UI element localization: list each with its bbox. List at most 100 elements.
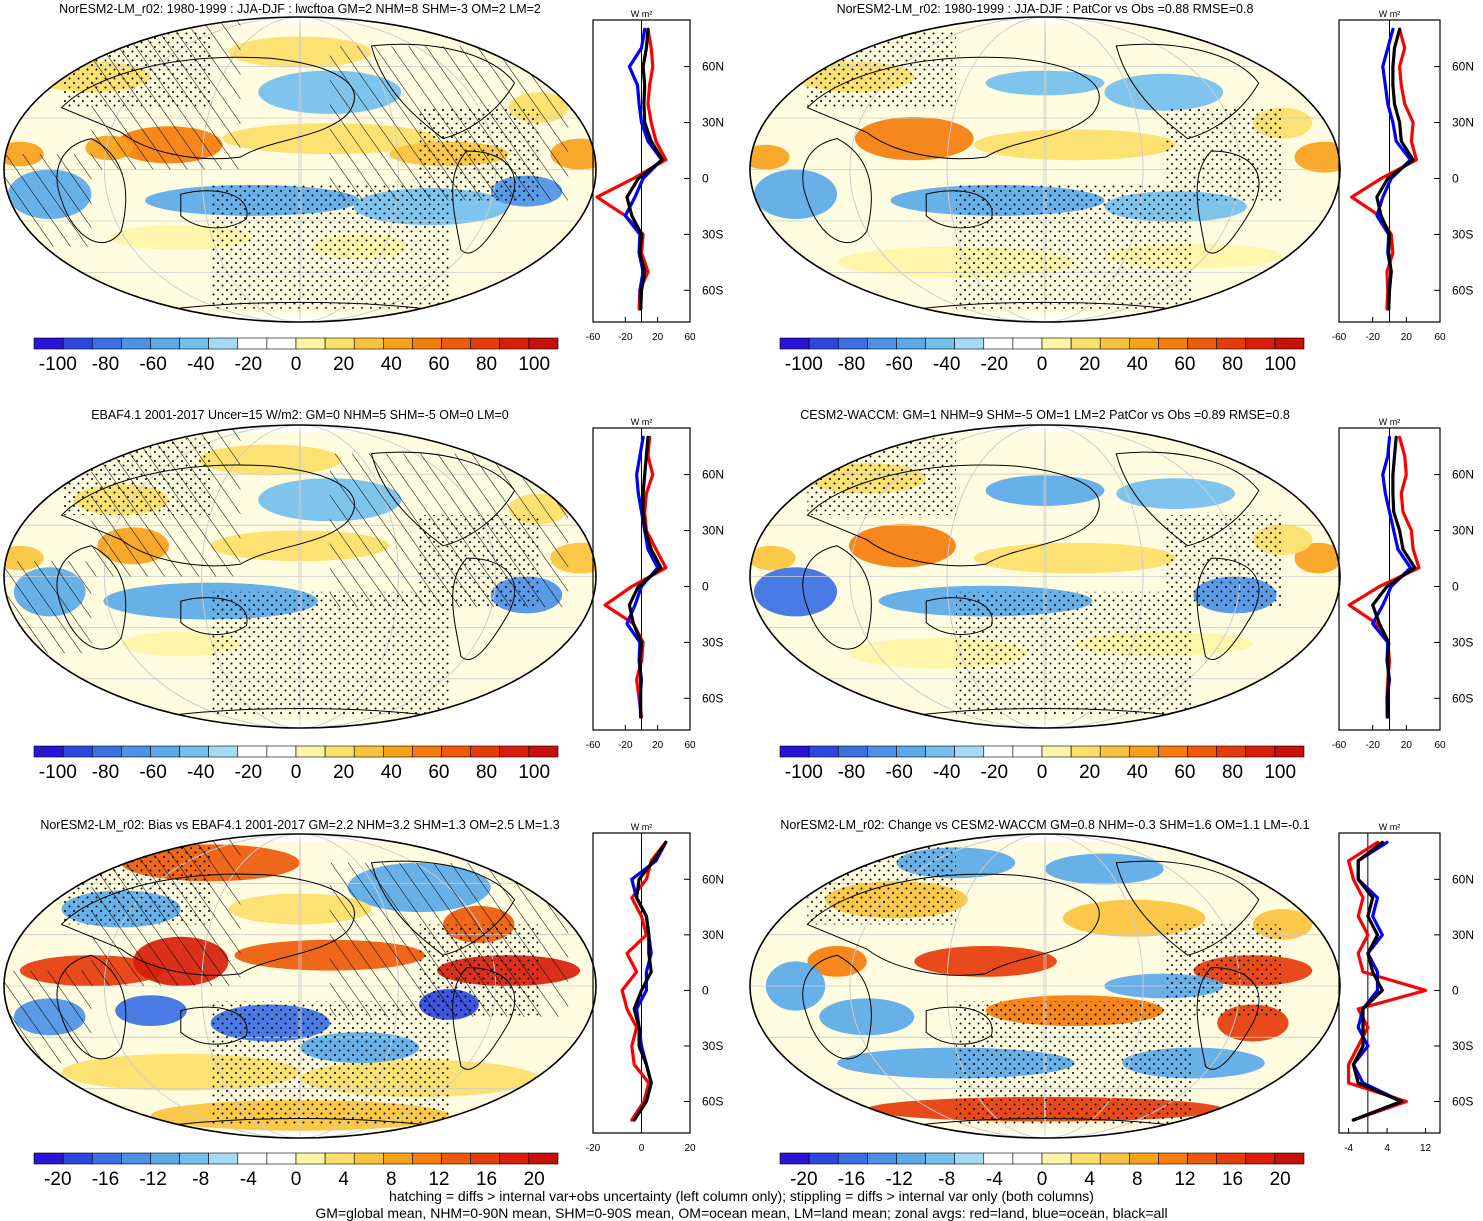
colorbar-tick-label: -20 [790, 1169, 817, 1190]
x-tick-label: -4 [1344, 1143, 1353, 1154]
colorbar-tick-label: 0 [1037, 354, 1048, 375]
colorbar-swatch [1041, 337, 1072, 350]
zonal-series-ocean [625, 435, 660, 719]
colorbar-swatch [208, 337, 239, 350]
lat-tick-label: 0 [1452, 579, 1459, 593]
colorbar-swatch [121, 745, 151, 758]
colorbar-tick-label: -60 [885, 354, 912, 375]
anomaly-region [1104, 73, 1224, 111]
colorbar-swatch [62, 1152, 93, 1165]
colorbar-swatch [324, 745, 355, 758]
colorbar-swatch [441, 745, 471, 758]
colorbar-swatch [179, 745, 209, 758]
colorbar-swatch [1041, 1152, 1072, 1165]
colorbar-swatch [896, 337, 926, 350]
map-border [749, 16, 1341, 323]
anomaly-region [985, 70, 1105, 96]
panel-bottom-left: NorESM2-LM_r02: Bias vs EBAF4.1 2001-201… [3, 818, 724, 1190]
anomaly-region [1045, 853, 1164, 885]
colorbar-swatch [121, 337, 151, 350]
colorbar-tick-label: -20 [981, 354, 1008, 375]
anomaly-region [750, 144, 790, 170]
anomaly-region [973, 542, 1176, 574]
colorbar-swatch [867, 745, 897, 758]
colorbar-tick-label: 40 [1127, 354, 1148, 375]
x-tick-label: 0 [639, 1143, 645, 1154]
colorbar-tick-label: 0 [291, 354, 302, 375]
colorbar-tick-label: -100 [39, 762, 77, 783]
colorbar-tick-label: -80 [838, 762, 865, 783]
colorbar-swatch [353, 1152, 384, 1165]
colorbar-swatch [1070, 1152, 1101, 1165]
colorbar-swatch [528, 337, 559, 350]
colorbar-swatch [1099, 745, 1130, 758]
x-tick-label: -20 [618, 332, 633, 343]
panel-middle-right: CESM2-WACCM: GM=1 NHM=9 SHM=-5 OM=1 LM=2… [749, 408, 1474, 783]
colorbar-tick-label: 0 [291, 762, 302, 783]
x-tick-label: 20 [1401, 740, 1413, 751]
colorbar-swatch [383, 1152, 413, 1165]
colorbar-swatch [808, 337, 839, 350]
colorbar-tick-label: 4 [338, 1169, 349, 1190]
zonal-unit-label: W m² [1379, 822, 1401, 832]
colorbar-swatch [1274, 337, 1305, 350]
colorbar-tick-label: 80 [476, 762, 497, 783]
colorbar-tick-label: -8 [938, 1169, 955, 1190]
colorbar-tick-label: -4 [240, 1169, 257, 1190]
colorbar-swatch [1070, 337, 1101, 350]
colorbar-swatch [324, 337, 355, 350]
anomaly-region [848, 524, 956, 568]
colorbar-swatch [470, 1152, 501, 1165]
colorbar-swatch [896, 745, 926, 758]
colorbar-swatch [1070, 745, 1101, 758]
anomaly-region [914, 945, 1057, 977]
zonal-mean-plot: W m² 60N 30N 0 30S 60S -4 4 12 [1338, 822, 1474, 1154]
map-area [750, 425, 1340, 728]
zonal-series-all [625, 27, 665, 311]
graticule-line [298, 17, 302, 322]
colorbar-tick-label: 12 [1174, 1169, 1195, 1190]
map-border [749, 424, 1341, 729]
colorbar-swatch [62, 745, 93, 758]
x-tick-label: 20 [684, 1143, 696, 1154]
colorbar-tick-label: -16 [838, 1169, 865, 1190]
colorbar-swatch [237, 745, 268, 758]
colorbar-tick-label: -20 [235, 354, 262, 375]
colorbar-swatch [412, 1152, 442, 1165]
anomaly-region [985, 475, 1105, 506]
zonal-series-all [627, 435, 663, 719]
hatching-overlay [4, 154, 92, 247]
colorbar-swatch [867, 337, 897, 350]
hatching-overlay [329, 453, 569, 608]
x-tick-label: -20 [618, 740, 633, 751]
hatching-overlay [91, 834, 241, 986]
zonal-mean-plot: W m² 60N 30N 0 30S 60S -60 -20 20 60 [1332, 417, 1474, 751]
colorbar-swatch [266, 745, 297, 758]
colorbar-tick-label: 12 [428, 1169, 449, 1190]
stippling-overlay [955, 1001, 1194, 1125]
map-border [3, 16, 597, 323]
colorbar-swatch [208, 745, 239, 758]
lat-tick-label: 30N [702, 928, 724, 942]
colorbar-swatch [1158, 745, 1188, 758]
zonal-series-all [632, 840, 668, 1122]
colorbar-swatch [33, 337, 64, 350]
graticule-line [946, 834, 1144, 1138]
zonal-series-land [620, 840, 668, 1122]
colorbar-swatch [867, 1152, 897, 1165]
colorbar-swatch [499, 337, 530, 350]
colorbar-tick-label: 80 [1222, 354, 1243, 375]
zonal-unit-label: W m² [631, 417, 653, 427]
graticule-line [1043, 17, 1047, 322]
lat-tick-label: 30N [1452, 524, 1474, 538]
lat-tick-label: 0 [1452, 171, 1459, 185]
colorbar-tick-label: -20 [44, 1169, 71, 1190]
colorbar-tick-label: 60 [428, 762, 449, 783]
stippling-overlay [210, 184, 449, 309]
map-border [749, 833, 1341, 1139]
anomaly-region [121, 631, 241, 657]
lat-tick-label: 0 [702, 171, 709, 185]
colorbar-swatch [837, 337, 868, 350]
graticule-line [946, 425, 1144, 728]
x-tick-label: 4 [1384, 1143, 1390, 1154]
